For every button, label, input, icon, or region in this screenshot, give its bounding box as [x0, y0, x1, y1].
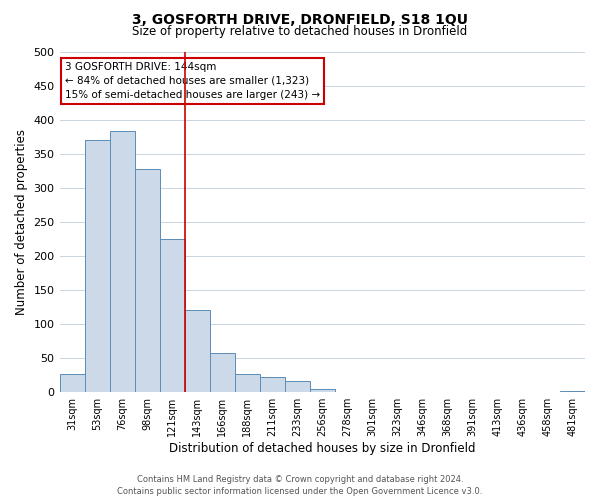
- Bar: [134, 170, 160, 392]
- Bar: [160, 239, 185, 392]
- Bar: [59, 374, 85, 392]
- Text: Size of property relative to detached houses in Dronfield: Size of property relative to detached ho…: [133, 25, 467, 38]
- Text: 3 GOSFORTH DRIVE: 144sqm
← 84% of detached houses are smaller (1,323)
15% of sem: 3 GOSFORTH DRIVE: 144sqm ← 84% of detach…: [65, 62, 320, 100]
- Text: 3, GOSFORTH DRIVE, DRONFIELD, S18 1QU: 3, GOSFORTH DRIVE, DRONFIELD, S18 1QU: [132, 12, 468, 26]
- Bar: [185, 310, 209, 392]
- Bar: [310, 389, 335, 392]
- Bar: [85, 140, 110, 392]
- Bar: [260, 377, 285, 392]
- Bar: [110, 131, 134, 392]
- Bar: [209, 352, 235, 392]
- Bar: [235, 374, 260, 392]
- Text: Contains HM Land Registry data © Crown copyright and database right 2024.
Contai: Contains HM Land Registry data © Crown c…: [118, 475, 482, 496]
- Y-axis label: Number of detached properties: Number of detached properties: [15, 129, 28, 315]
- Bar: [560, 391, 585, 392]
- X-axis label: Distribution of detached houses by size in Dronfield: Distribution of detached houses by size …: [169, 442, 476, 455]
- Bar: [285, 382, 310, 392]
